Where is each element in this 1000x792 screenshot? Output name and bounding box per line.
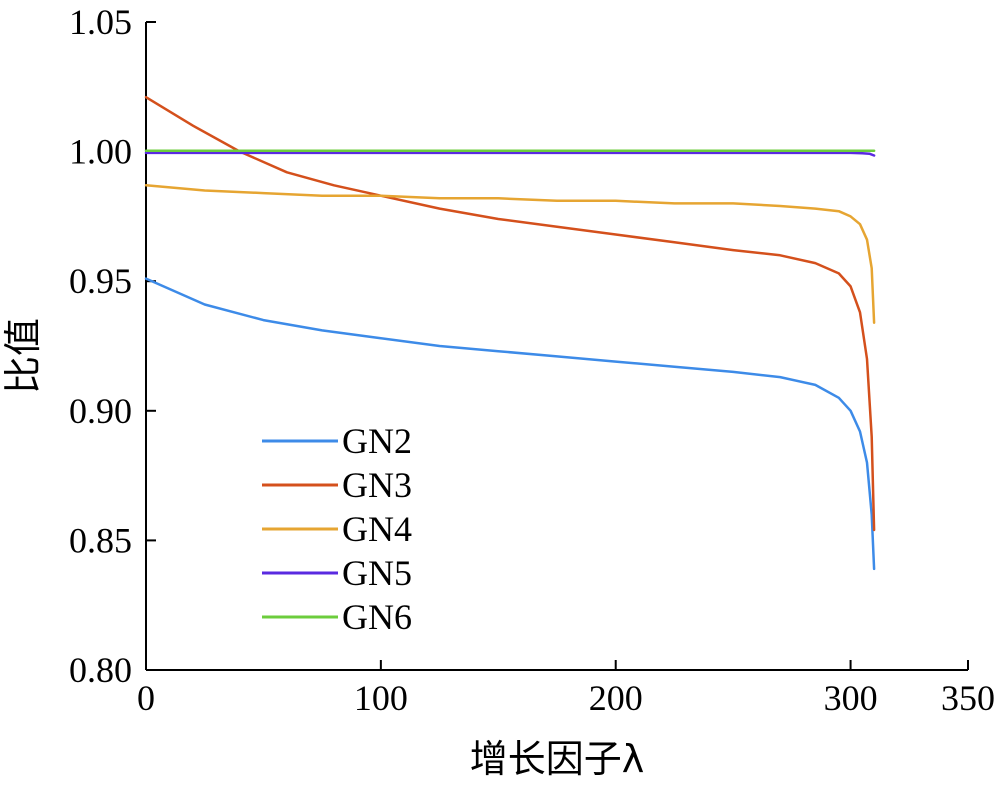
- x-tick-label: 200: [589, 678, 643, 718]
- y-tick-label: 1.05: [69, 2, 132, 42]
- series-line-gn2: [144, 277, 876, 571]
- series-group: [144, 95, 876, 571]
- series-line-gn3: [144, 95, 876, 532]
- legend-label-gn2: GN2: [342, 421, 412, 461]
- y-tick-label: 0.95: [69, 261, 132, 301]
- y-tick-label: 1.00: [69, 132, 132, 172]
- legend-label-gn5: GN5: [342, 553, 412, 593]
- series-line-gn4: [144, 184, 876, 324]
- series-line-gn5: [144, 151, 876, 157]
- y-tick-label: 0.90: [69, 391, 132, 431]
- x-axis-title: 增长因子λ: [470, 737, 645, 781]
- x-tick-label: 100: [354, 678, 408, 718]
- y-ticks: 0.80 0.85 0.90 0.95 1.00 1.05: [69, 2, 156, 690]
- x-tick-label: 0: [137, 678, 155, 718]
- y-axis-title: 比值: [1, 318, 45, 394]
- x-tick-label: 350: [941, 678, 995, 718]
- y-tick-label: 0.80: [69, 650, 132, 690]
- axes: [145, 22, 968, 671]
- x-tick-label: 300: [824, 678, 878, 718]
- x-ticks: 0 100 200 300 350: [137, 660, 995, 718]
- legend-label-gn6: GN6: [342, 597, 412, 637]
- legend-label-gn4: GN4: [342, 509, 412, 549]
- legend-label-gn3: GN3: [342, 465, 412, 505]
- y-tick-label: 0.85: [69, 520, 132, 560]
